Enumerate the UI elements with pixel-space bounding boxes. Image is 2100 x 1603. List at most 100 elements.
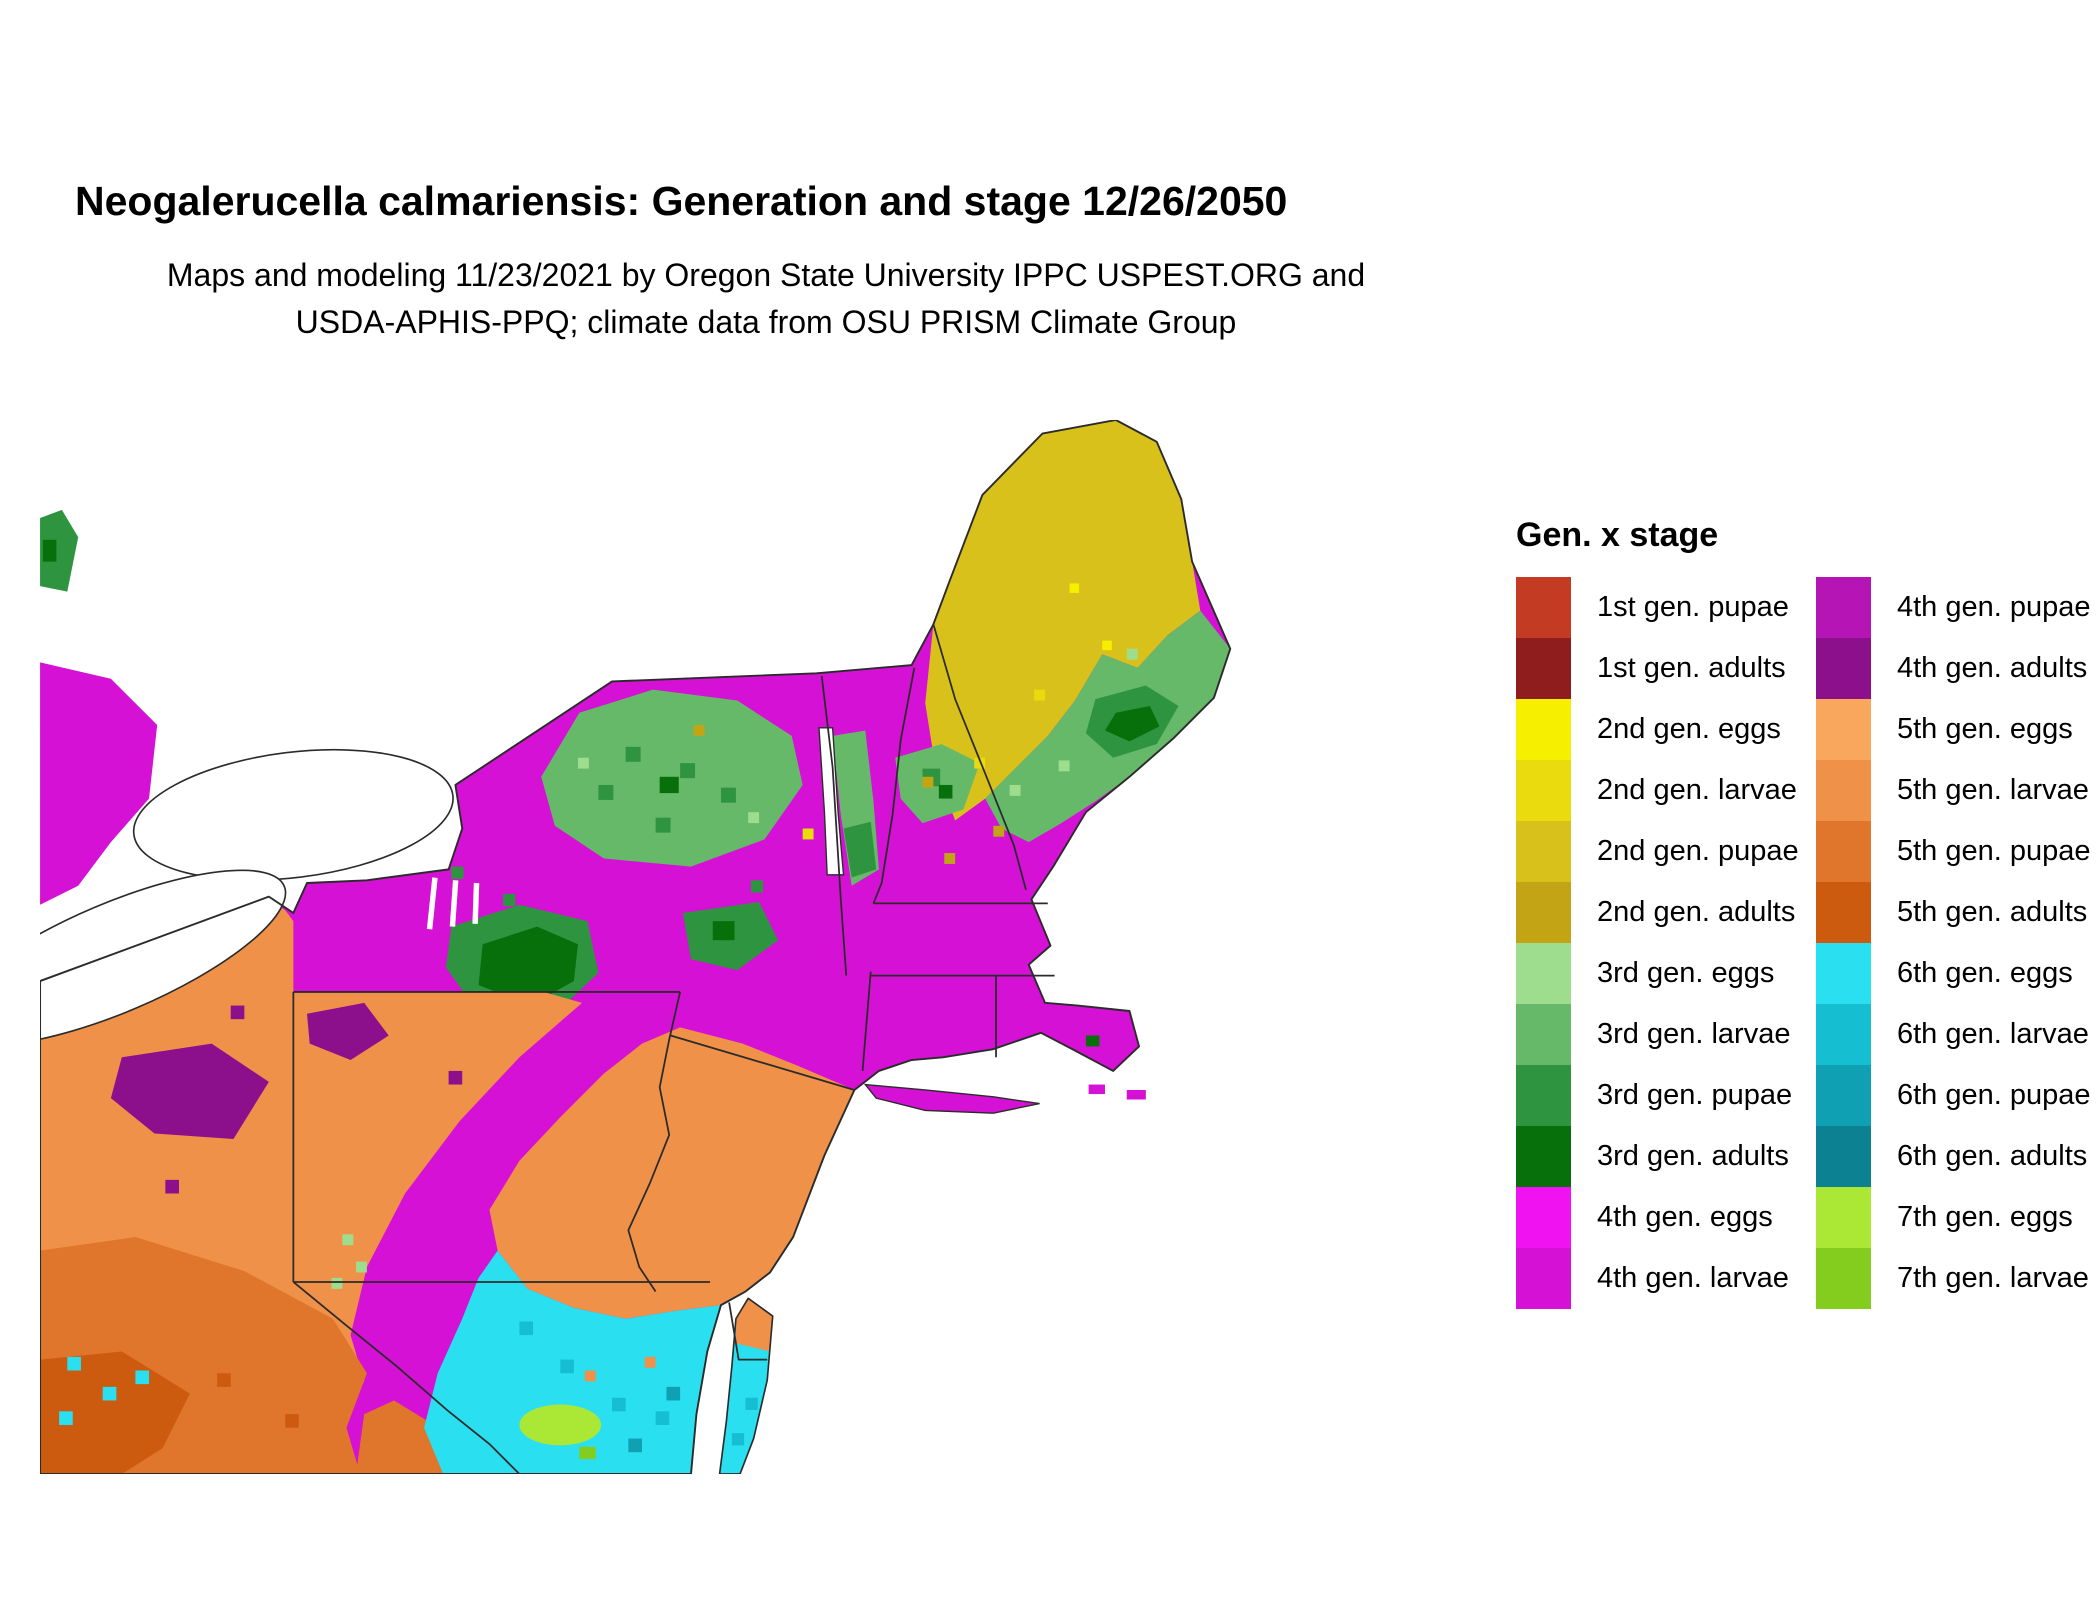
finger-lake-3 (472, 882, 480, 924)
legend-item: 1st gen. adults (1516, 638, 1816, 699)
legend-swatch (1516, 699, 1571, 760)
lake-ontario (132, 748, 454, 881)
lakes (40, 727, 845, 1047)
raster-speckles (42, 539, 1138, 1453)
legend-swatch (1816, 943, 1871, 1004)
legend-columns: 1st gen. pupae 1st gen. adults 2nd gen. eg… (1516, 577, 2100, 1309)
coastline-outline (40, 420, 1232, 1474)
legend-item: 5th gen. larvae (1816, 760, 2100, 821)
region-maine-darkest (1104, 705, 1160, 742)
legend-item: 2nd gen. larvae (1516, 760, 1816, 821)
legend-item: 2nd gen. pupae (1516, 821, 1816, 882)
delmarva-outline (718, 1297, 774, 1474)
legend-item-label: 6th gen. eggs (1897, 957, 2073, 989)
legend-swatch (1816, 882, 1871, 943)
legend-swatch (1816, 1126, 1871, 1187)
legend-swatch (1816, 1187, 1871, 1248)
state-borders (292, 624, 1055, 1474)
figure-subtitle: Maps and modeling 11/23/2021 by Oregon S… (40, 252, 1492, 346)
legend-item-label: 7th gen. larvae (1897, 1262, 2089, 1294)
legend-item: 6th gen. eggs (1816, 943, 2100, 1004)
legend-title: Gen. x stage (1516, 516, 1719, 554)
lake-erie (40, 869, 287, 1047)
legend-item: 2nd gen. eggs (1516, 699, 1816, 760)
legend-item-label: 6th gen. larvae (1897, 1018, 2089, 1050)
legend-swatch (1816, 577, 1871, 638)
legend-item-label: 2nd gen. adults (1597, 896, 1796, 928)
long-island-outline (863, 1083, 1040, 1114)
legend-item-label: 6th gen. adults (1897, 1140, 2088, 1172)
region-delmarva-north (735, 1298, 773, 1352)
legend-item: 6th gen. pupae (1816, 1065, 2100, 1126)
legend-item-label: 4th gen. adults (1897, 652, 2088, 684)
region-7th-larvae-dot (579, 1446, 596, 1460)
legend-item-label: 7th gen. eggs (1897, 1201, 2073, 1233)
region-island-2 (1126, 1089, 1146, 1100)
subtitle-line-1: Maps and modeling 11/23/2021 by Oregon S… (166, 257, 1366, 293)
finger-lake-1 (426, 877, 438, 930)
phenology-map (40, 420, 1232, 1474)
legend-item-label: 3rd gen. adults (1597, 1140, 1789, 1172)
region-island-1 (1088, 1084, 1105, 1095)
region-ontario-blob (40, 662, 158, 905)
legend-item-label: 5th gen. eggs (1897, 713, 2073, 745)
legend-swatch (1516, 1065, 1571, 1126)
legend-swatch (1816, 699, 1871, 760)
region-purple-nwpa2 (306, 1002, 389, 1061)
legend-swatch (1516, 1187, 1571, 1248)
legend-item: 4th gen. adults (1816, 638, 2100, 699)
region-topleft-green (40, 509, 79, 592)
legend-swatch (1816, 1065, 1871, 1126)
legend-item: 5th gen. adults (1816, 882, 2100, 943)
region-orange-east (489, 1027, 855, 1319)
legend-item-label: 3rd gen. eggs (1597, 957, 1775, 989)
legend-swatch (1516, 943, 1571, 1004)
region-7th-gen-patch (519, 1404, 602, 1446)
finger-lake-2 (449, 880, 459, 927)
legend-item: 5th gen. pupae (1816, 821, 2100, 882)
legend-item-label: 3rd gen. larvae (1597, 1018, 1791, 1050)
legend-swatch (1516, 882, 1571, 943)
legend-item: 3rd gen. adults (1516, 1126, 1816, 1187)
legend-column-right: 4th gen. pupae 4th gen. adults 5th gen. eg… (1816, 577, 2100, 1309)
legend-swatch (1816, 1248, 1871, 1309)
legend-item-label: 5th gen. pupae (1897, 835, 2091, 867)
legend-swatch (1516, 760, 1571, 821)
region-darkorange-bottom-mid (356, 1400, 444, 1474)
legend-swatch (1516, 1248, 1571, 1309)
legend-swatch (1516, 638, 1571, 699)
legend-item: 3rd gen. pupae (1516, 1065, 1816, 1126)
legend-item-label: 6th gen. pupae (1897, 1079, 2091, 1111)
region-darkest-orange-corner (40, 1351, 190, 1474)
legend-item: 6th gen. larvae (1816, 1004, 2100, 1065)
legend-item-label: 4th gen. eggs (1597, 1201, 1773, 1233)
legend-item-label: 3rd gen. pupae (1597, 1079, 1793, 1111)
legend-item-label: 2nd gen. larvae (1597, 774, 1797, 806)
legend-swatch (1816, 760, 1871, 821)
region-poconos-dark (712, 921, 735, 941)
legend-item: 4th gen. eggs (1516, 1187, 1816, 1248)
legend-item: 6th gen. adults (1816, 1126, 2100, 1187)
region-green-mountains-dark (843, 821, 877, 878)
legend-item-label: 4th gen. pupae (1897, 591, 2091, 623)
legend-swatch (1516, 1126, 1571, 1187)
legend-swatch (1816, 1004, 1871, 1065)
legend-swatch (1516, 1004, 1571, 1065)
legend-item: 7th gen. larvae (1816, 1248, 2100, 1309)
legend-item: 2nd gen. adults (1516, 882, 1816, 943)
legend-swatch (1816, 821, 1871, 882)
legend-item: 3rd gen. eggs (1516, 943, 1816, 1004)
legend-item: 3rd gen. larvae (1516, 1004, 1816, 1065)
legend-item-label: 4th gen. larvae (1597, 1262, 1789, 1294)
legend-item: 5th gen. eggs (1816, 699, 2100, 760)
legend: Gen. x stage 1st gen. pupae 1st gen. adul… (1516, 516, 2100, 1309)
legend-item-label: 2nd gen. eggs (1597, 713, 1781, 745)
legend-item: 4th gen. larvae (1516, 1248, 1816, 1309)
subtitle-line-2: USDA-APHIS-PPQ; climate data from OSU PR… (295, 304, 1237, 340)
legend-item-label: 5th gen. larvae (1897, 774, 2089, 806)
legend-swatch (1516, 821, 1571, 882)
legend-item-label: 1st gen. adults (1597, 652, 1786, 684)
region-purple-nwpa (110, 1043, 269, 1140)
legend-item: 1st gen. pupae (1516, 577, 1816, 638)
legend-item-label: 1st gen. pupae (1597, 591, 1789, 623)
